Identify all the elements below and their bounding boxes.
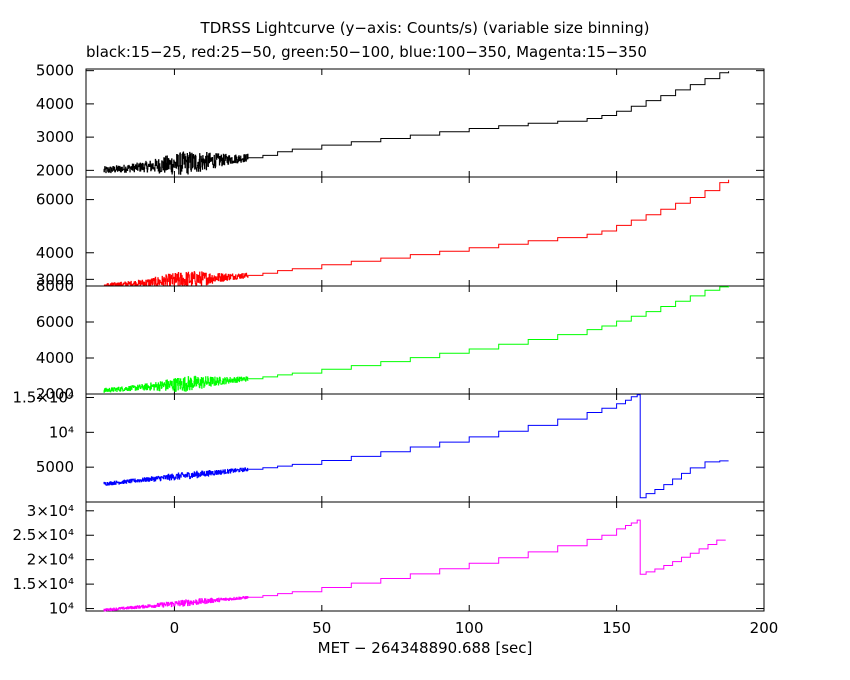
y-tick-label: 5000	[36, 62, 74, 80]
y-tick-label: 2000	[36, 385, 74, 403]
series-step	[248, 394, 729, 499]
y-tick-label: 2.5×10⁴	[12, 526, 74, 544]
y-tick-label: 8000	[36, 277, 74, 295]
panel-frame	[85, 176, 765, 287]
series-step	[248, 286, 730, 380]
y-tick-label: 4000	[36, 349, 74, 367]
x-axis: 0 50 100 150 200	[170, 619, 779, 637]
panels-group: 2000 3000 4000 5000 3000 4000 6000 2000 4000 6000…	[12, 62, 765, 618]
y-tick-label: 6000	[36, 313, 74, 331]
series-noise	[103, 151, 249, 175]
series-step	[248, 519, 726, 598]
y-tick-label: 1.5×10⁴	[12, 575, 74, 593]
x-axis-label: MET − 264348890.688 [sec]	[317, 639, 533, 657]
y-tick-label: 6000	[36, 191, 74, 209]
panel-1: 3000 4000 6000	[36, 176, 765, 288]
y-tick-label: 3000	[36, 270, 74, 288]
y-tick-label: 2000	[36, 161, 74, 179]
x-tick-label: 0	[170, 619, 180, 637]
series-step	[248, 71, 730, 159]
chart-title: TDRSS Lightcurve (y−axis: Counts/s) (var…	[200, 19, 650, 37]
panel-3: 5000 10⁴ 1.5×10⁴	[12, 388, 765, 503]
x-tick-label: 200	[750, 619, 779, 637]
y-tick-label: 5000	[36, 458, 74, 476]
chart-subtitle: black:15−25, red:25−50, green:50−100, bl…	[86, 43, 647, 61]
x-tick-label: 100	[455, 619, 484, 637]
y-tick-label: 3×10⁴	[27, 502, 74, 520]
y-tick-label: 10⁴	[49, 423, 74, 441]
series-step	[248, 179, 730, 276]
y-tick-label: 1.5×10⁴	[12, 388, 74, 406]
y-tick-label: 3000	[36, 128, 74, 146]
y-tick-label: 4000	[36, 95, 74, 113]
y-tick-label: 10⁴	[49, 600, 74, 618]
series-noise	[103, 596, 249, 612]
x-tick-label: 150	[602, 619, 631, 637]
panel-frame	[85, 393, 765, 503]
panel-4: 10⁴ 1.5×10⁴ 2×10⁴ 2.5×10⁴ 3×10⁴	[12, 501, 765, 618]
series-noise	[103, 467, 249, 486]
y-tick-label: 4000	[36, 244, 74, 262]
series-noise	[103, 271, 249, 287]
series-noise	[103, 375, 249, 393]
x-tick-label: 50	[312, 619, 331, 637]
panel-0: 2000 3000 4000 5000	[36, 62, 765, 179]
y-tick-label: 2×10⁴	[27, 551, 74, 569]
panel-frame	[85, 501, 765, 612]
panel-2: 2000 4000 6000 8000	[36, 277, 765, 403]
